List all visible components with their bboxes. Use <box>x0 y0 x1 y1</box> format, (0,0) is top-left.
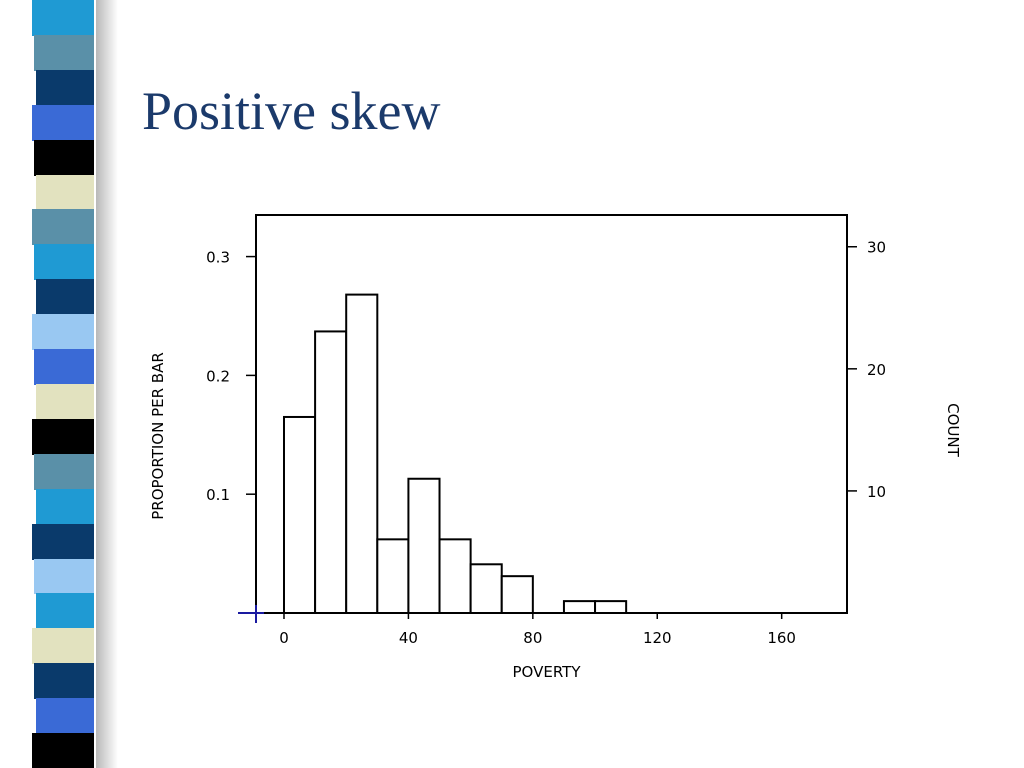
strip-segment <box>32 0 94 36</box>
strip-segment <box>36 698 94 735</box>
strip-segment <box>32 628 94 665</box>
y2-tick-label: 30 <box>867 239 886 257</box>
strip-segment <box>34 34 94 71</box>
strip-segment <box>36 384 94 420</box>
histogram-bar <box>282 415 317 614</box>
y-tick-label: 0.1 <box>206 486 230 504</box>
strip-segment <box>36 488 94 525</box>
strip-segment <box>32 733 94 768</box>
strip-segment <box>34 558 94 595</box>
x-axis-label: POVERTY <box>513 663 582 681</box>
strip-segment <box>34 349 94 385</box>
histogram-bar <box>407 477 441 615</box>
strip-segment <box>36 279 94 316</box>
histogram-bar <box>438 538 472 614</box>
histogram-bar <box>594 600 628 614</box>
y-axis-label: PROPORTION PER BAR <box>149 352 167 520</box>
ticks-layer: 0 40 80 120 160 0.1 0.2 0.3 10 20 30 <box>206 239 886 647</box>
bars-layer <box>282 293 628 615</box>
strip-segment <box>36 593 94 630</box>
histogram-bar <box>562 600 597 614</box>
y2-axis-label: COUNT <box>944 403 962 457</box>
y2-tick-label: 20 <box>867 361 886 379</box>
histogram-bar <box>314 330 348 614</box>
histogram-bar <box>469 563 503 614</box>
strip-segment <box>34 244 94 281</box>
strip-segment <box>32 523 94 560</box>
strip-segment <box>36 69 94 106</box>
strip-segment <box>34 453 94 490</box>
x-tick-label: 160 <box>767 629 796 647</box>
strip-segment <box>36 174 94 211</box>
y-tick-label: 0.2 <box>206 367 230 385</box>
strip-segment <box>34 663 94 700</box>
plot-frame <box>255 214 848 614</box>
slide-title: Positive skew <box>142 81 441 141</box>
decorative-side-strip <box>32 0 98 768</box>
histogram-bar <box>345 293 379 614</box>
x-tick-label: 40 <box>399 629 418 647</box>
x-tick-label: 0 <box>279 629 289 647</box>
strip-segment <box>32 314 94 351</box>
strip-segment <box>32 104 94 141</box>
strip-shadow <box>96 0 118 768</box>
histogram-bar <box>376 538 410 614</box>
strip-segment <box>32 209 94 246</box>
y2-tick-label: 10 <box>867 483 886 501</box>
y-tick-label: 0.3 <box>206 249 230 267</box>
histogram-bar <box>500 575 534 615</box>
strip-segment <box>34 139 94 176</box>
strip-segment <box>32 418 94 455</box>
x-tick-label: 120 <box>643 629 672 647</box>
x-tick-label: 80 <box>523 629 542 647</box>
